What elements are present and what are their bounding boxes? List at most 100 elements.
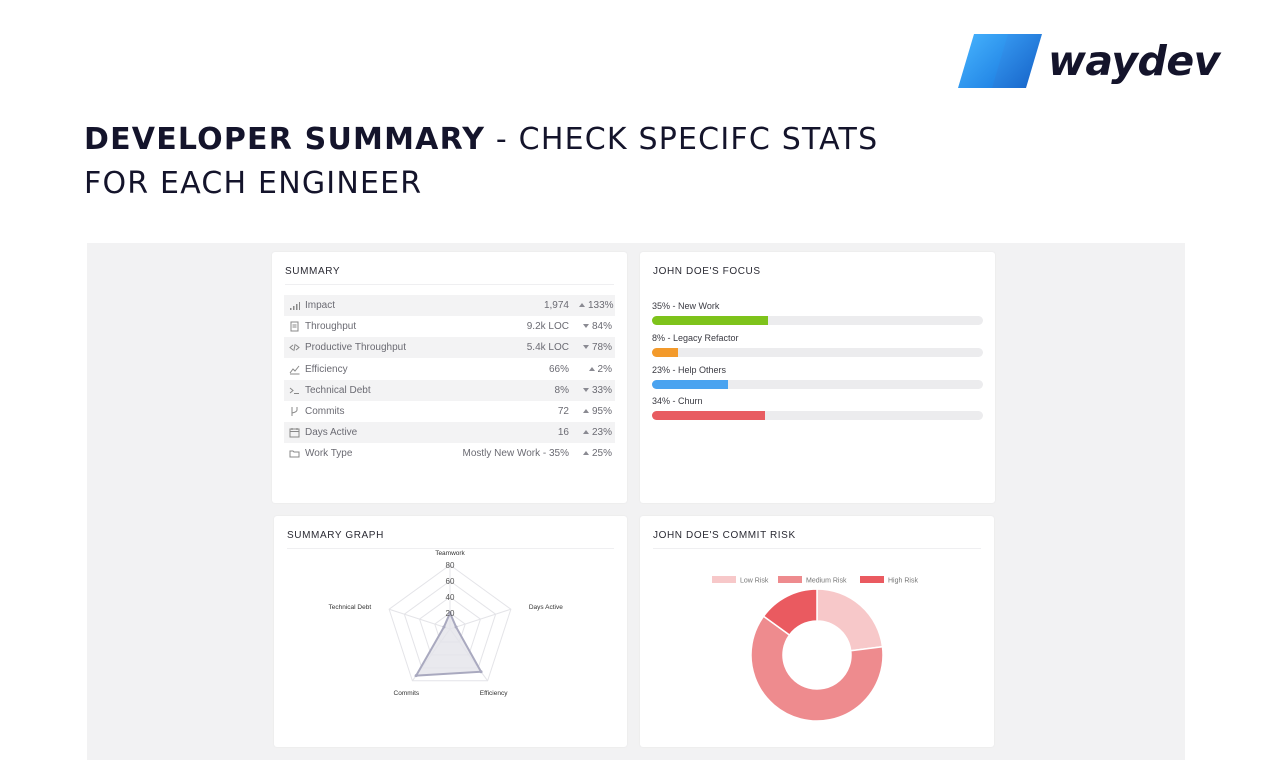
summary-row-technical-debt: Technical Debt 8% 33% bbox=[284, 379, 615, 401]
waydev-logo: waydev bbox=[958, 34, 1220, 88]
focus-progress-track bbox=[652, 347, 983, 357]
radar-tick-label: 80 bbox=[446, 561, 455, 570]
summary-row-label: Efficiency bbox=[305, 363, 348, 375]
radar-axis-label: Commits bbox=[394, 690, 420, 697]
legend-swatch bbox=[860, 576, 884, 583]
summary-row-value: 72 bbox=[557, 406, 569, 417]
summary-row-value: Mostly New Work - 35% bbox=[462, 448, 569, 460]
commit-risk-card: JOHN DOE'S COMMIT RISK Low Risk Medium Ri… bbox=[640, 516, 994, 747]
radar-spoke bbox=[449, 608, 512, 630]
radar-tick-label: 20 bbox=[446, 609, 455, 618]
code-icon bbox=[288, 342, 300, 354]
summary-card: SUMMARY bbox=[272, 252, 627, 503]
commit-risk-title: JOHN DOE'S COMMIT RISK bbox=[653, 530, 796, 541]
summary-row-commits: Commits 72 95% bbox=[284, 401, 615, 422]
summary-row-label: Technical Debt bbox=[305, 384, 371, 396]
summary-row-value: 66% bbox=[548, 363, 569, 375]
brand-name: waydev bbox=[1048, 37, 1220, 85]
divider bbox=[287, 548, 614, 549]
summary-row-change: 23% bbox=[579, 427, 612, 438]
summary-row-change: 133% bbox=[579, 300, 614, 311]
legend-label: Medium Risk bbox=[806, 578, 847, 585]
summary-row-work-type: Work Type Mostly New Work - 35% 25% bbox=[284, 443, 615, 464]
headline-line2: FOR EACH ENGINEER bbox=[84, 166, 423, 201]
legend-label: Low Risk bbox=[740, 578, 769, 585]
radar-chart: 20 40 60 80 Teamwork Days Active Efficiency Com… bbox=[328, 550, 563, 697]
focus-progress-fill bbox=[652, 316, 768, 325]
dashboard-area bbox=[87, 243, 1185, 760]
headline-bold: DEVELOPER SUMMARY bbox=[84, 122, 486, 157]
summary-row-label: Productive Throughput bbox=[305, 342, 406, 354]
summary-row-label: Commits bbox=[305, 406, 345, 417]
summary-row-value: 5.4k LOC bbox=[526, 342, 569, 354]
waydev-logo-mark-icon bbox=[958, 34, 1042, 88]
summary-row-productive-throughput: Productive Throughput 5.4k LOC 78% bbox=[284, 337, 615, 359]
radar-axis-label: Technical Debt bbox=[328, 604, 371, 611]
summary-row-label: Throughput bbox=[305, 321, 357, 333]
donut-slice-high-risk bbox=[762, 588, 818, 637]
radar-point bbox=[414, 674, 418, 678]
legend-swatch bbox=[778, 576, 802, 583]
bar-chart-icon bbox=[288, 300, 300, 312]
summary-graph-title: SUMMARY GRAPH bbox=[287, 530, 384, 541]
focus-item-label: 23% - Help Others bbox=[652, 364, 727, 375]
summary-row-impact: Impact 1,974 133% bbox=[284, 295, 615, 316]
focus-progress-fill bbox=[652, 379, 729, 389]
focus-progress-fill bbox=[652, 347, 679, 357]
summary-row-value: 1,974 bbox=[543, 300, 569, 311]
divider bbox=[285, 284, 614, 285]
radar-tick-label: 40 bbox=[446, 593, 455, 602]
focus-card: JOHN DOE'S FOCUS bbox=[640, 252, 995, 503]
summary-row-throughput: Throughput 9.2k LOC 84% bbox=[284, 316, 615, 337]
summary-title: SUMMARY bbox=[285, 266, 341, 277]
radar-point bbox=[442, 625, 446, 629]
page-headline: DEVELOPER SUMMARY - CHECK SPECIFC STATS … bbox=[84, 118, 984, 206]
focus-progress-track bbox=[652, 411, 983, 421]
summary-row-change: 33% bbox=[579, 385, 612, 396]
donut-slice-medium-risk bbox=[750, 615, 884, 722]
terminal-icon bbox=[288, 384, 300, 396]
legend-swatch bbox=[712, 576, 736, 583]
calendar-icon bbox=[288, 427, 300, 439]
divider bbox=[653, 548, 981, 549]
summary-graph-card: SUMMARY GRAPH 20 40 60 80 Teamwork Days Activ… bbox=[274, 516, 627, 747]
summary-row-change: 78% bbox=[579, 342, 612, 353]
focus-progress-fill bbox=[652, 411, 765, 421]
summary-row-value: 16 bbox=[557, 427, 569, 439]
summary-row-days-active: Days Active 16 23% bbox=[284, 422, 615, 444]
radar-axis-label: Teamwork bbox=[435, 550, 465, 557]
focus-item-label: 8% - Legacy Refactor bbox=[652, 332, 739, 343]
document-icon bbox=[288, 321, 300, 333]
focus-item-label: 34% - Churn bbox=[652, 396, 703, 407]
radar-tick-label: 60 bbox=[446, 577, 455, 586]
radar-spoke bbox=[388, 608, 451, 630]
focus-progress-track bbox=[652, 379, 983, 389]
summary-row-label: Days Active bbox=[305, 427, 358, 439]
folder-icon bbox=[288, 448, 300, 460]
radar-axis-label: Efficiency bbox=[480, 690, 508, 697]
focus-item-label: 35% - New Work bbox=[652, 301, 720, 311]
radar-point bbox=[448, 611, 452, 615]
donut-chart: Low Risk Medium Risk High Risk bbox=[712, 576, 918, 722]
summary-row-change: 84% bbox=[579, 321, 612, 332]
summary-row-label: Work Type bbox=[305, 448, 353, 460]
summary-row-change: 95% bbox=[579, 406, 612, 417]
legend-label: High Risk bbox=[888, 578, 918, 585]
focus-title: JOHN DOE'S FOCUS bbox=[653, 266, 761, 277]
headline-rest: - CHECK SPECIFC STATS bbox=[485, 122, 879, 157]
summary-row-value: 9.2k LOC bbox=[526, 321, 569, 333]
summary-row-efficiency: Efficiency 66% 2% bbox=[284, 359, 615, 380]
radar-grid-ring bbox=[388, 564, 512, 682]
radar-point bbox=[479, 670, 483, 674]
summary-row-change: 2% bbox=[579, 364, 612, 375]
summary-row-label: Impact bbox=[305, 300, 336, 311]
summary-row-change: 25% bbox=[579, 448, 612, 459]
radar-axis-label: Days Active bbox=[529, 604, 563, 611]
summary-row-value: 8% bbox=[554, 384, 569, 396]
branch-icon bbox=[288, 406, 300, 418]
radar-point bbox=[454, 625, 458, 629]
focus-progress-track bbox=[652, 316, 983, 325]
donut-slice-low-risk bbox=[816, 588, 884, 652]
line-chart-icon bbox=[288, 363, 300, 375]
radar-series bbox=[414, 610, 483, 677]
